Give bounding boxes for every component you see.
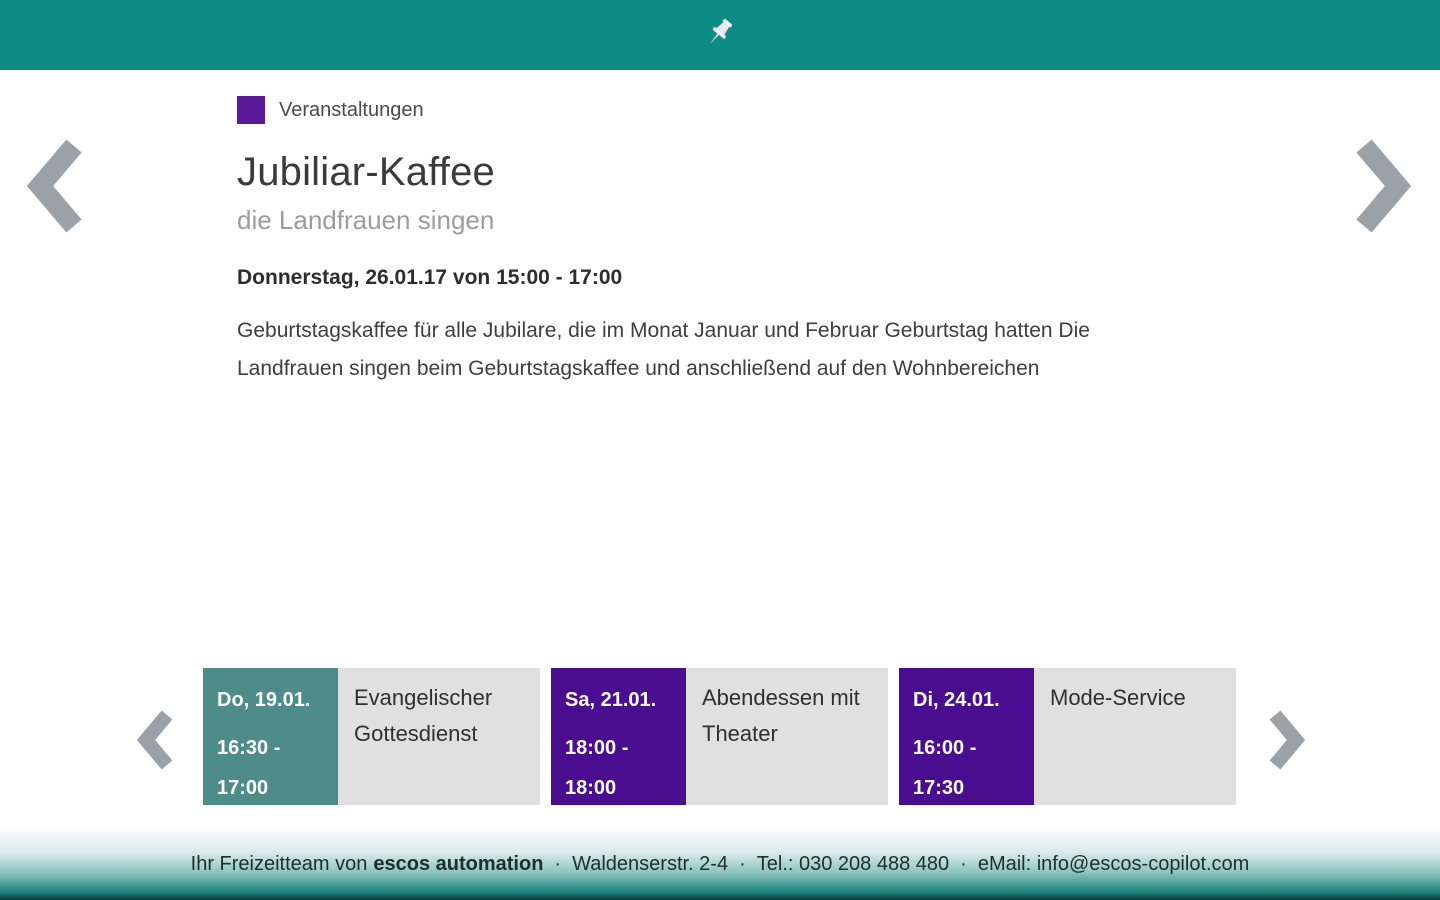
event-title: Jubiliar-Kaffee <box>237 150 495 194</box>
footer-separator: · <box>739 852 746 875</box>
event-datetime: Donnerstag, 26.01.17 von 15:00 - 17:00 <box>237 266 623 289</box>
footer-bar: Ihr Freizeitteam von escos automation · … <box>0 828 1440 900</box>
category-row: Veranstaltungen <box>237 96 1177 124</box>
footer-separator: · <box>554 852 562 875</box>
footer-address: Waldenserstr. 2-4 <box>572 852 729 875</box>
carousel-prev-button[interactable] <box>136 710 176 770</box>
category-label: Veranstaltungen <box>279 98 424 121</box>
event-date-block: Sa, 21.01. 18:00 - 18:00 <box>551 668 686 805</box>
event-card-title: Mode-Service <box>1034 668 1236 805</box>
chevron-left-icon <box>136 710 173 770</box>
category-color-swatch <box>237 96 265 124</box>
event-card[interactable]: Sa, 21.01. 18:00 - 18:00 Abendessen mit … <box>551 668 888 805</box>
event-card-title: Evangelischer Gottesdienst <box>338 668 540 805</box>
chevron-left-icon <box>26 139 82 233</box>
footer-email: eMail: info@escos-copilot.com <box>977 852 1250 875</box>
footer-separator: · <box>960 852 967 875</box>
upcoming-events-carousel: Do, 19.01. 16:30 - 17:00 Evangelischer G… <box>203 668 1236 805</box>
chevron-right-icon <box>1356 139 1412 233</box>
pin-button[interactable] <box>702 17 738 53</box>
event-description: Geburtstagskaffee für alle Jubilare, die… <box>237 319 1090 380</box>
event-time-start: 16:30 - <box>217 737 281 759</box>
event-date: Di, 24.01. <box>913 689 1000 711</box>
pin-icon <box>709 19 732 45</box>
chevron-right-icon <box>1269 710 1306 770</box>
footer-phone: Tel.: 030 208 488 480 <box>756 852 950 875</box>
next-event-button[interactable] <box>1350 138 1412 234</box>
footer-brand: escos automation <box>373 852 544 875</box>
event-date: Sa, 21.01. <box>565 689 657 711</box>
prev-event-button[interactable] <box>26 138 88 234</box>
event-date: Do, 19.01. <box>217 689 311 711</box>
event-time-start: 18:00 - <box>565 737 629 759</box>
event-date-block: Di, 24.01. 16:00 - 17:30 <box>899 668 1034 805</box>
footer-prefix: Ihr Freizeitteam von <box>190 852 368 875</box>
event-card[interactable]: Do, 19.01. 16:30 - 17:00 Evangelischer G… <box>203 668 540 805</box>
event-time-end: 17:00 <box>217 777 269 799</box>
event-card-title: Abendessen mit Theater <box>686 668 888 805</box>
event-time-end: 18:00 <box>565 777 617 799</box>
event-detail-panel: Veranstaltungen Jubiliar-Kaffee die Land… <box>237 96 1177 409</box>
carousel-next-button[interactable] <box>1266 710 1306 770</box>
top-bar <box>0 0 1440 70</box>
event-date-block: Do, 19.01. 16:30 - 17:00 <box>203 668 338 805</box>
event-card[interactable]: Di, 24.01. 16:00 - 17:30 Mode-Service <box>899 668 1236 805</box>
event-time-end: 17:30 <box>913 777 965 799</box>
event-subtitle: die Landfrauen singen <box>237 205 495 235</box>
event-time-start: 16:00 - <box>913 737 977 759</box>
